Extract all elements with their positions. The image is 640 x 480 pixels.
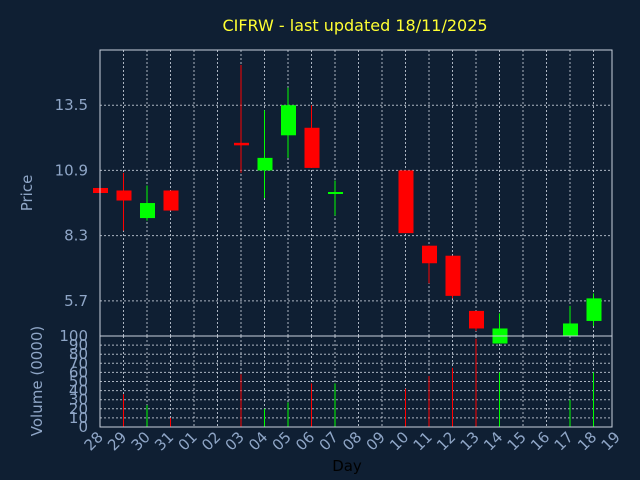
x-tick-label: 01 xyxy=(175,428,201,454)
x-tick-label: 16 xyxy=(527,428,553,454)
price-axis-label: Price xyxy=(18,175,36,212)
price-tick-label: 5.7 xyxy=(64,292,88,310)
volume-tick-label: 70 xyxy=(69,354,88,372)
candle-body xyxy=(304,127,320,168)
candle-body xyxy=(563,323,578,336)
price-tick-label: 13.5 xyxy=(55,96,88,114)
candles xyxy=(93,65,602,344)
candle-body xyxy=(469,310,484,329)
candle-body xyxy=(398,170,414,234)
volume-axis-label: Volume (0000) xyxy=(28,326,46,436)
x-tick-label: 31 xyxy=(151,428,177,454)
price-tick-label: 10.9 xyxy=(55,161,88,179)
x-tick-label: 12 xyxy=(433,428,459,454)
x-tick-label: 08 xyxy=(339,428,365,454)
x-tick-label: 17 xyxy=(551,428,577,454)
x-tick-label: 06 xyxy=(292,428,318,454)
volume-tick-label: 100 xyxy=(59,327,88,345)
x-tick-label: 02 xyxy=(198,428,224,454)
candle-body xyxy=(257,157,273,171)
x-tick-label: 14 xyxy=(480,428,506,454)
candle-body xyxy=(281,105,296,136)
volume-tick-label: 40 xyxy=(69,382,88,400)
volume-grid xyxy=(100,336,612,427)
x-tick-label: 05 xyxy=(269,428,295,454)
x-tick-label: 09 xyxy=(363,428,389,454)
volume-tick-label: 90 xyxy=(69,336,88,354)
candle-body xyxy=(328,192,343,194)
candle-body xyxy=(422,245,437,264)
x-axis-label: Day xyxy=(332,457,362,475)
x-tick-label: 11 xyxy=(410,428,436,454)
price-y-ticks: 5.7 8.3 10.9 13.5 xyxy=(55,96,88,310)
x-tick-label: 19 xyxy=(598,428,624,454)
x-tick-label: 15 xyxy=(504,428,530,454)
x-tick-label: 30 xyxy=(128,428,154,454)
x-tick-label: 04 xyxy=(245,428,271,454)
volume-tick-label: 0 xyxy=(78,418,88,436)
x-tick-label: 10 xyxy=(386,428,412,454)
volume-bars xyxy=(123,338,594,427)
volume-tick-label: 20 xyxy=(69,400,88,418)
price-grid xyxy=(100,50,612,336)
volume-tick-label: 80 xyxy=(69,345,88,363)
x-tick-label: 07 xyxy=(316,428,342,454)
x-tick-label: 29 xyxy=(104,428,130,454)
volume-panel-frame xyxy=(99,335,613,428)
x-tick-label: 13 xyxy=(457,428,483,454)
volume-tick-label: 30 xyxy=(69,391,88,409)
chart-title: CIFRW - last updated 18/11/2025 xyxy=(222,16,487,35)
volume-tick-label: 50 xyxy=(69,373,88,391)
volume-tick-label: 60 xyxy=(69,363,88,381)
x-ticks: 2829303101020304050607080910111213141516… xyxy=(81,428,624,454)
candle-body xyxy=(163,190,179,211)
candle-body xyxy=(445,255,461,296)
volume-tick-label: 10 xyxy=(69,409,88,427)
price-tick-label: 8.3 xyxy=(64,227,88,245)
candle-body xyxy=(234,142,249,146)
x-tick-label: 18 xyxy=(574,428,600,454)
x-tick-label: 03 xyxy=(222,428,248,454)
candle-body xyxy=(586,298,602,321)
candle-body xyxy=(116,190,132,201)
candle-body xyxy=(140,203,155,219)
